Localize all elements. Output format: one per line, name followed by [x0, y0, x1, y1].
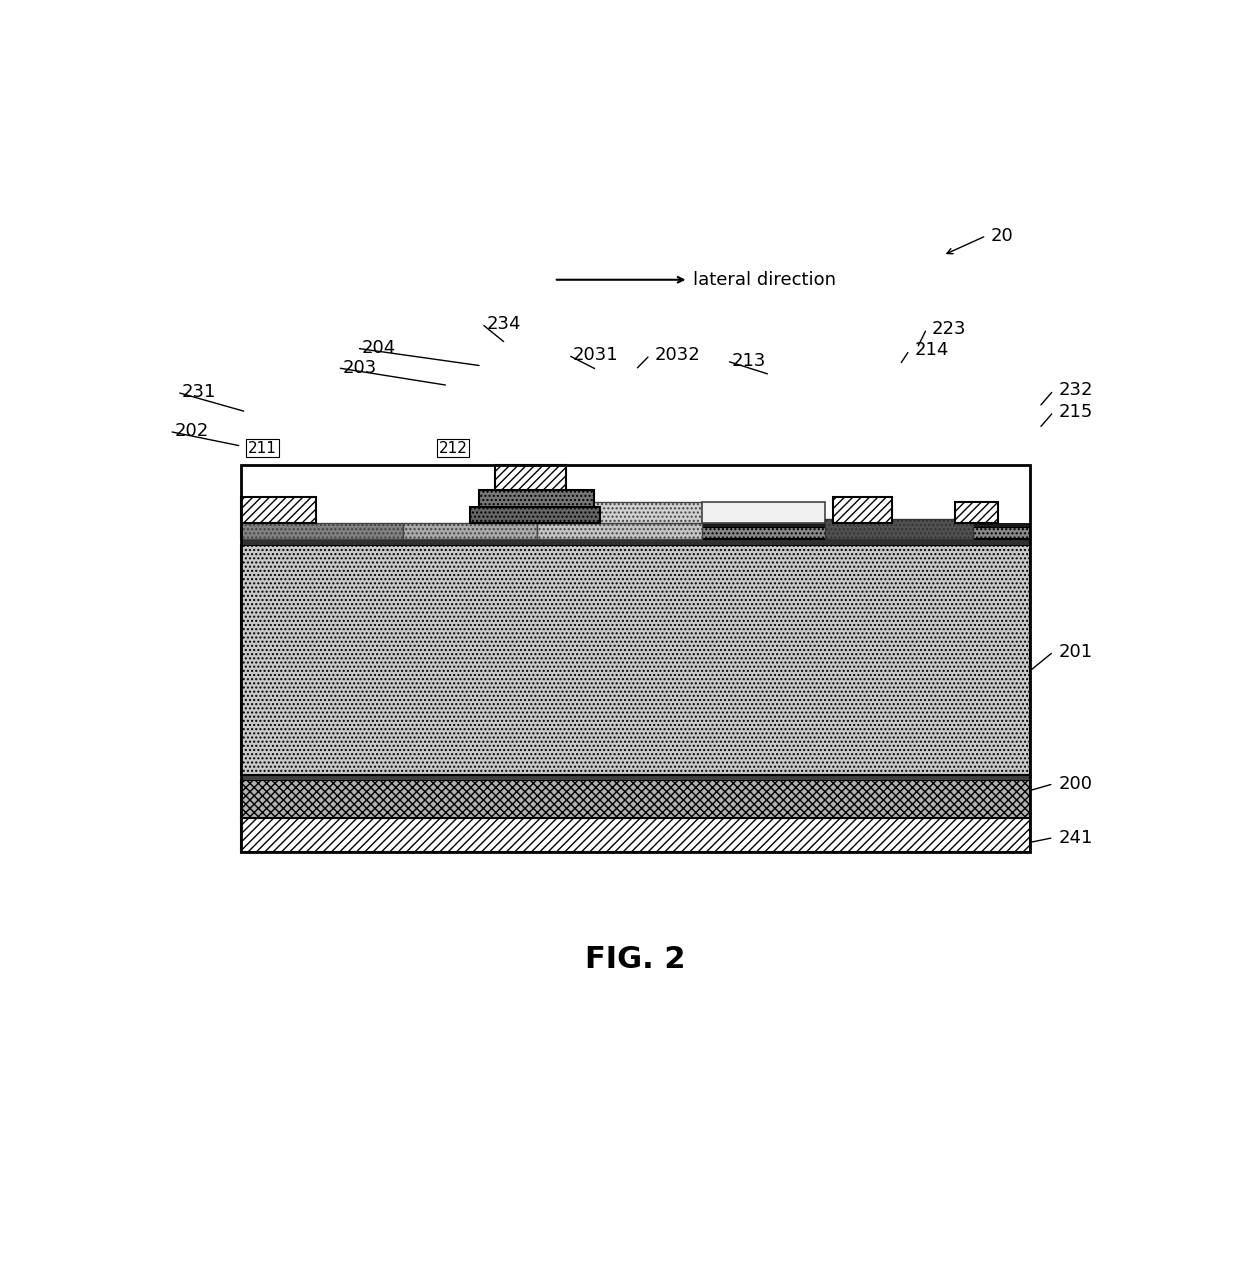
Text: 200: 200 [1058, 775, 1092, 793]
Text: 234: 234 [486, 315, 521, 333]
Text: 231: 231 [182, 384, 216, 402]
Text: 215: 215 [1058, 403, 1092, 421]
Text: 2031: 2031 [573, 346, 619, 364]
Bar [242, 527, 1029, 539]
Text: 201: 201 [1058, 643, 1092, 661]
Text: 20: 20 [991, 226, 1014, 245]
Text: 212: 212 [439, 441, 467, 455]
Bar [242, 545, 1029, 775]
Bar [242, 539, 1029, 545]
Text: 202: 202 [174, 422, 208, 441]
Text: 204: 204 [362, 339, 396, 357]
Text: FIG. 2: FIG. 2 [585, 946, 686, 975]
Text: 203: 203 [342, 358, 377, 376]
Text: 241: 241 [1058, 829, 1092, 846]
Bar [495, 465, 567, 491]
Text: 2032: 2032 [655, 346, 701, 364]
Bar [242, 780, 1029, 819]
Bar [955, 502, 998, 522]
Bar [242, 775, 1029, 780]
Bar [242, 819, 1029, 853]
Text: 232: 232 [1058, 381, 1092, 399]
Text: 223: 223 [931, 320, 966, 338]
Bar [242, 465, 1029, 853]
Bar [242, 522, 1029, 527]
Bar [242, 497, 316, 522]
Text: 211: 211 [248, 441, 277, 455]
Bar [403, 522, 537, 539]
Text: lateral direction: lateral direction [693, 271, 836, 289]
Bar [703, 502, 825, 522]
Bar [537, 502, 703, 522]
Bar [825, 519, 972, 539]
Bar [480, 491, 594, 507]
Bar [832, 497, 892, 522]
Bar [537, 522, 703, 539]
Bar [242, 522, 403, 539]
Text: 214: 214 [914, 341, 949, 360]
Bar [470, 507, 600, 522]
Text: 213: 213 [732, 352, 766, 370]
